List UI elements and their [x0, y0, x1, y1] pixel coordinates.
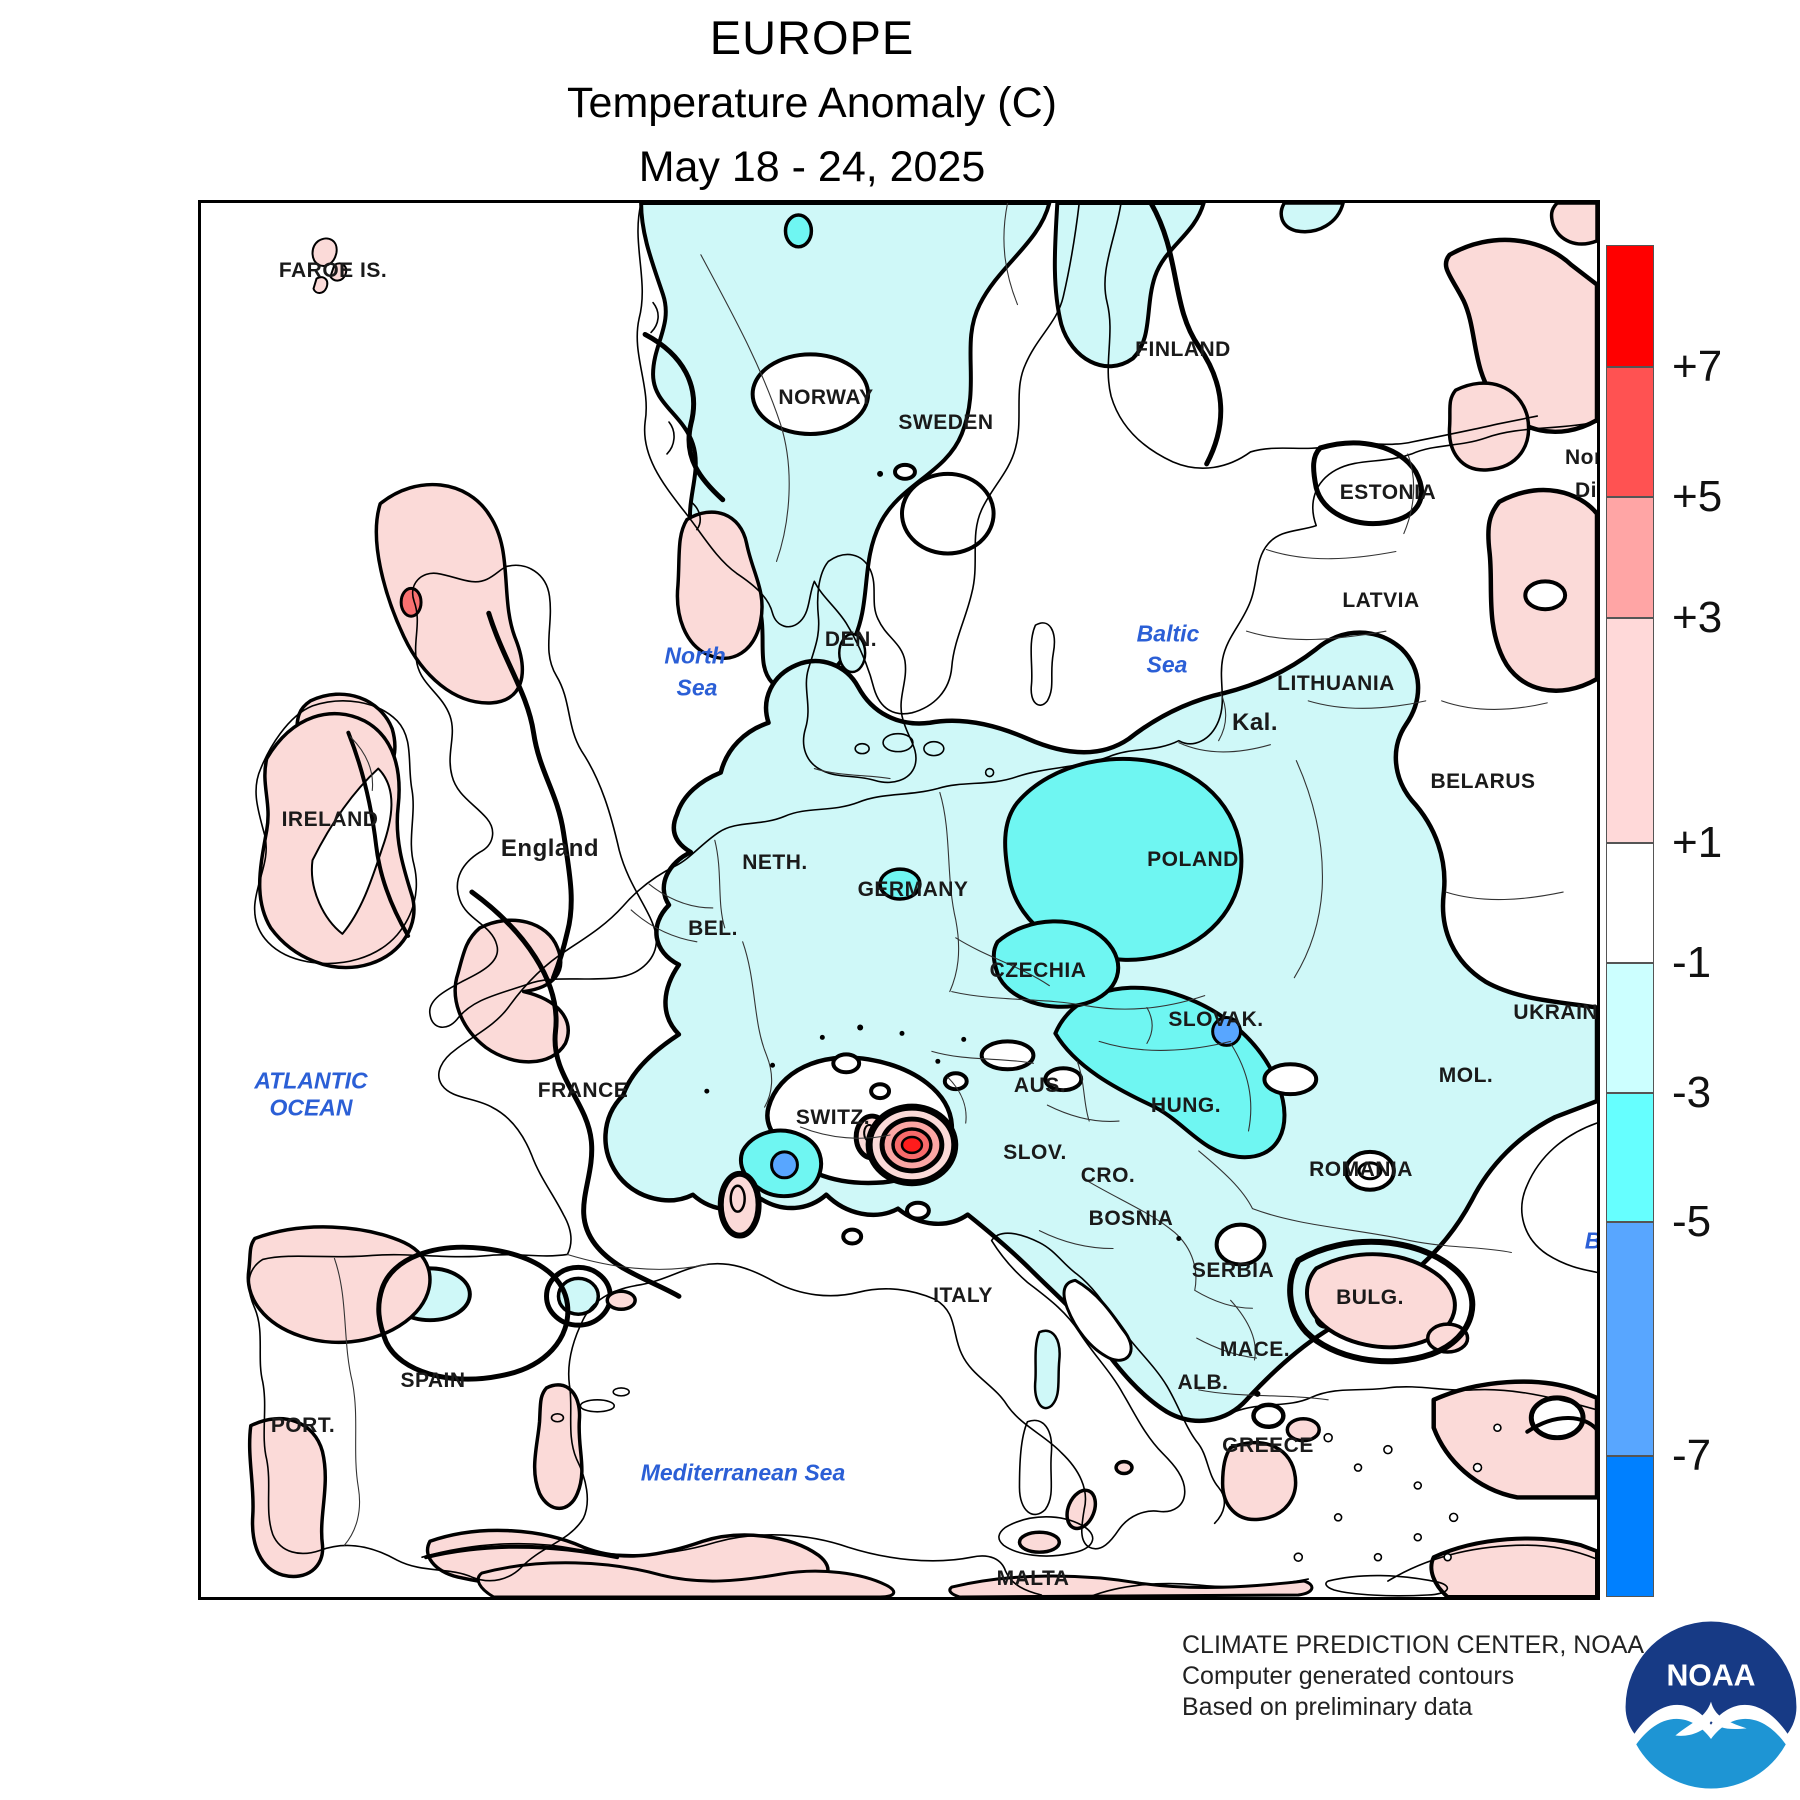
legend-tick-minus5: -5: [1672, 1197, 1712, 1246]
label-latvia: LATVIA: [1342, 589, 1420, 612]
attribution-line2: Computer generated contours: [1182, 1662, 1515, 1690]
europe-anomaly-map: [246, 203, 1597, 1597]
slovakia-cold-core-dot: [1211, 1016, 1243, 1047]
label-spain: SPAIN: [400, 1369, 466, 1392]
label-france: FRANCE: [537, 1079, 629, 1102]
label-poland: POLAND: [1147, 848, 1239, 871]
label-portugal: PORT.: [270, 1414, 336, 1437]
legend-block-1-3: [1606, 618, 1654, 843]
noaa-logo: NOAA: [1622, 1618, 1800, 1796]
label-moldova: MOL.: [1438, 1064, 1494, 1087]
legend-tick-minus7: -7: [1672, 1431, 1712, 1480]
label-norway: NORWAY: [778, 386, 874, 409]
label-ireland: IRELAND: [281, 808, 379, 831]
legend-tick-minus3: -3: [1672, 1068, 1712, 1117]
label-slovenia: SLOV.: [1003, 1141, 1067, 1164]
label-austria: AUS.: [1013, 1074, 1067, 1097]
label-czechia: CZECHIA: [989, 959, 1087, 982]
noaa-logo-text: NOAA: [1666, 1660, 1755, 1693]
label-hungary: HUNG.: [1150, 1094, 1222, 1117]
label-serbia: SERBIA: [1191, 1259, 1275, 1282]
label-faroe-islands: FAROE IS.: [278, 259, 388, 282]
map-frame: FAROE IS. NORWAY SWEDEN FINLAND ESTONIA …: [198, 200, 1600, 1600]
zero-contour-layer: [346, 203, 1597, 1560]
label-north-sea-line2: Sea: [676, 674, 718, 701]
legend-block-neutral: [1606, 843, 1654, 963]
label-lithuania: LITHUANIA: [1277, 672, 1395, 695]
label-germany: GERMANY: [857, 878, 969, 901]
label-district-partial: Distri: [1575, 479, 1597, 502]
label-albania: ALB.: [1177, 1371, 1229, 1394]
label-italy: ITALY: [933, 1284, 993, 1307]
label-denmark: DEN.: [824, 628, 878, 651]
label-kaliningrad: Kal.: [1231, 709, 1279, 736]
label-baltic-sea-line2: Sea: [1146, 651, 1188, 678]
noaa-logo-graphic: NOAA: [1625, 1621, 1797, 1793]
legend-tick-minus1: -1: [1672, 938, 1712, 987]
label-northwestern-partial: Northw: [1565, 446, 1600, 469]
legend-block-above-7: [1606, 245, 1654, 367]
label-estonia: ESTONIA: [1339, 481, 1437, 504]
legend-block-3-5: [1606, 497, 1654, 618]
label-greece: GREECE: [1222, 1434, 1314, 1457]
label-north-sea-line1: North: [664, 642, 726, 669]
label-slovakia: SLOVAK.: [1168, 1008, 1264, 1031]
anomaly-fill-layer: [246, 203, 1597, 1597]
legend-block-m1-m3: [1606, 963, 1654, 1093]
label-bosnia: BOSNIA: [1088, 1207, 1174, 1230]
map-title-block: EUROPE Temperature Anomaly (C) May 18 - …: [567, 10, 1057, 192]
label-netherlands: NETH.: [742, 851, 808, 874]
title-date-range: May 18 - 24, 2025: [638, 143, 986, 191]
label-mediterranean-sea: Mediterranean Sea: [640, 1459, 846, 1486]
coastline-layer: [248, 203, 1597, 1597]
label-belgium: BEL.: [688, 917, 738, 940]
label-finland: FINLAND: [1135, 338, 1231, 361]
attribution-block: CLIMATE PREDICTION CENTER, NOAA Computer…: [1182, 1630, 1644, 1723]
legend-tick-plus7: +7: [1672, 342, 1723, 391]
attribution-line1: CLIMATE PREDICTION CENTER, NOAA: [1182, 1631, 1645, 1659]
legend-block-below-m7: [1606, 1456, 1654, 1597]
label-ukraine: UKRAINE: [1513, 1001, 1599, 1024]
legend-block-m5-m7: [1606, 1222, 1654, 1456]
title-variable: Temperature Anomaly (C): [567, 79, 1057, 127]
legend-tick-plus1: +1: [1672, 818, 1723, 867]
contour-speck-layer: [704, 470, 1261, 1397]
border-layer: [333, 203, 1564, 1546]
label-croatia: CRO.: [1080, 1164, 1136, 1187]
label-england: England: [500, 835, 600, 862]
attribution-line3: Based on preliminary data: [1182, 1693, 1473, 1721]
label-bulgaria: BULG.: [1336, 1286, 1404, 1309]
legend-block-m3-m5: [1606, 1093, 1654, 1222]
legend-tick-plus3: +3: [1672, 593, 1723, 642]
label-belarus: BELARUS: [1430, 770, 1536, 793]
alps-cold-core-dot: [770, 1150, 799, 1180]
label-macedonia: MACE.: [1219, 1338, 1291, 1361]
label-switzerland: SWITZ.: [795, 1106, 871, 1129]
label-malta: MALTA: [996, 1567, 1070, 1590]
label-baltic-sea-line1: Baltic: [1136, 620, 1200, 647]
alps-warm-bullseye: [865, 1103, 959, 1187]
label-atlantic-line1: ATLANTIC: [254, 1067, 368, 1094]
title-region: EUROPE: [709, 11, 915, 64]
label-romania: ROMANIA: [1309, 1158, 1413, 1181]
label-sweden: SWEDEN: [898, 411, 994, 434]
label-atlantic-line2: OCEAN: [269, 1094, 353, 1121]
label-black-sea-partial: B: [1584, 1227, 1600, 1254]
legend-block-5-7: [1606, 367, 1654, 497]
legend-tick-plus5: +5: [1672, 472, 1723, 521]
